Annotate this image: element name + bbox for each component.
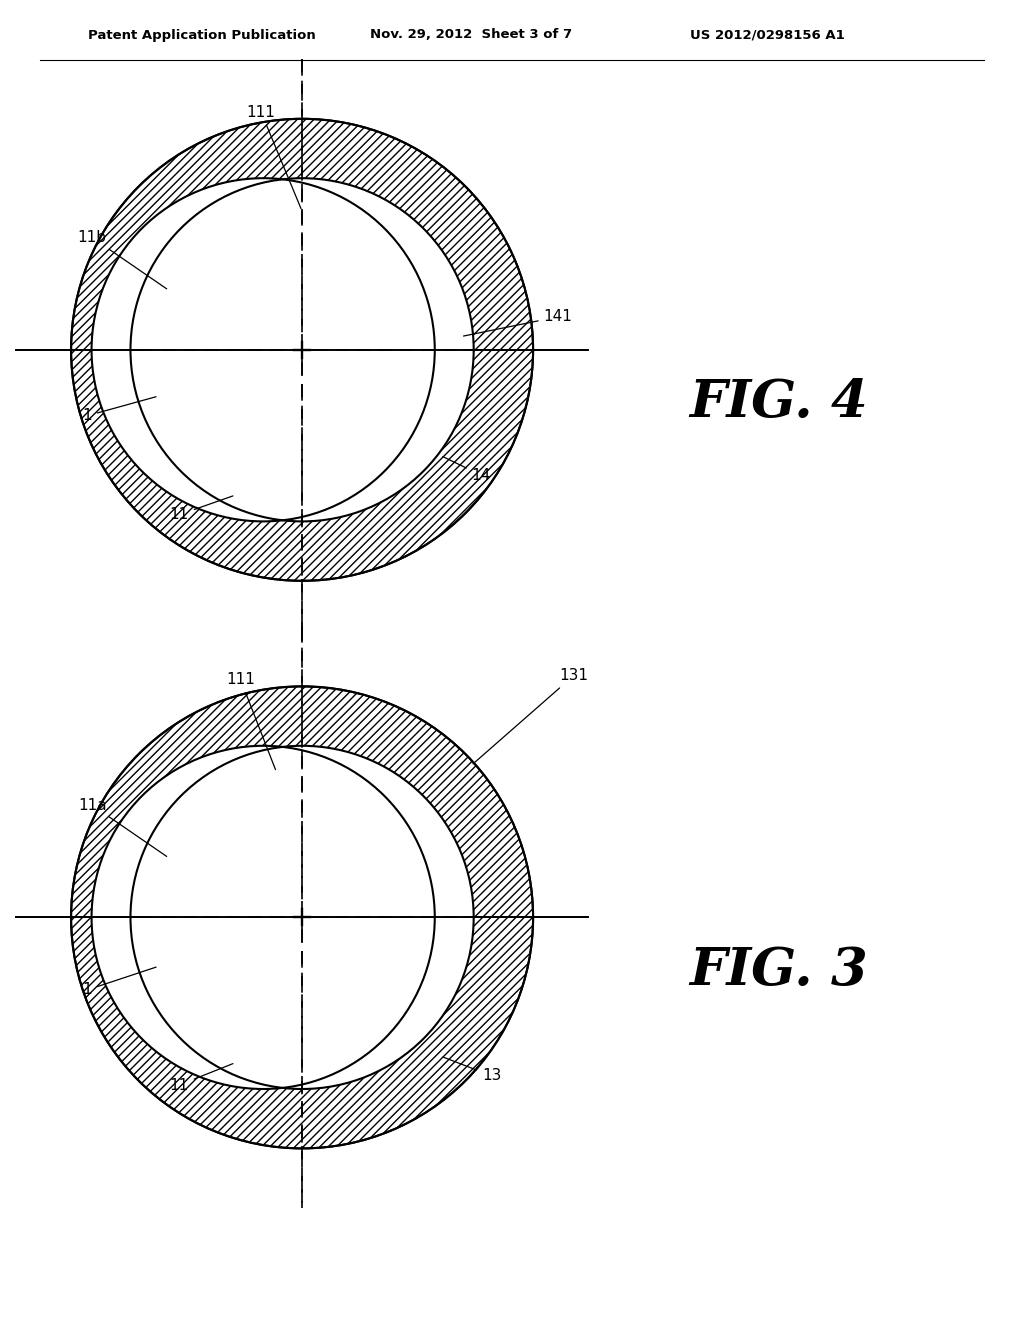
Circle shape (91, 746, 435, 1089)
Text: 11: 11 (170, 496, 232, 523)
Text: Nov. 29, 2012  Sheet 3 of 7: Nov. 29, 2012 Sheet 3 of 7 (370, 29, 572, 41)
Text: 13: 13 (443, 1057, 501, 1084)
Text: 14: 14 (442, 457, 490, 483)
Text: US 2012/0298156 A1: US 2012/0298156 A1 (690, 29, 845, 41)
Text: Patent Application Publication: Patent Application Publication (88, 29, 315, 41)
Text: FIG. 4: FIG. 4 (689, 378, 867, 428)
Text: 1: 1 (82, 397, 156, 424)
Text: 11b: 11b (78, 230, 167, 289)
Text: FIG. 3: FIG. 3 (689, 945, 867, 995)
Circle shape (91, 178, 435, 521)
Circle shape (130, 746, 474, 1089)
Text: 111: 111 (247, 104, 301, 209)
Text: 141: 141 (464, 309, 572, 337)
Text: 11: 11 (170, 1064, 232, 1093)
Circle shape (130, 178, 474, 521)
Circle shape (93, 747, 433, 1088)
Text: 111: 111 (226, 672, 275, 770)
Text: 131: 131 (473, 668, 588, 764)
Circle shape (93, 180, 433, 520)
Text: 11a: 11a (78, 797, 167, 857)
Text: 1: 1 (82, 968, 156, 998)
